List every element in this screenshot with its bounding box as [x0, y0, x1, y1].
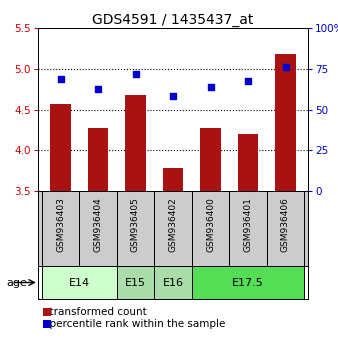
Text: E14: E14	[69, 278, 90, 287]
Bar	[238, 134, 258, 191]
Point	[170, 93, 176, 98]
FancyBboxPatch shape	[192, 191, 229, 266]
Title: GDS4591 / 1435437_at: GDS4591 / 1435437_at	[92, 13, 254, 27]
Text: age: age	[6, 278, 27, 287]
Text: GSM936402: GSM936402	[169, 197, 177, 252]
FancyBboxPatch shape	[117, 191, 154, 266]
FancyBboxPatch shape	[192, 266, 304, 299]
Text: GSM936405: GSM936405	[131, 197, 140, 252]
FancyBboxPatch shape	[42, 191, 79, 266]
Text: GSM936403: GSM936403	[56, 197, 65, 252]
Text: GSM936400: GSM936400	[206, 197, 215, 252]
FancyBboxPatch shape	[117, 266, 154, 299]
FancyBboxPatch shape	[229, 191, 267, 266]
Text: E15: E15	[125, 278, 146, 287]
Bar	[50, 104, 71, 191]
Point	[58, 76, 63, 81]
Text: E17.5: E17.5	[232, 278, 264, 287]
Text: GSM936401: GSM936401	[243, 197, 252, 252]
Bar	[125, 95, 146, 191]
FancyBboxPatch shape	[154, 191, 192, 266]
FancyBboxPatch shape	[79, 191, 117, 266]
Point	[245, 78, 251, 84]
Bar	[163, 168, 183, 191]
Text: GSM936406: GSM936406	[281, 197, 290, 252]
Bar	[200, 128, 221, 191]
Point	[283, 64, 288, 70]
FancyBboxPatch shape	[267, 191, 304, 266]
Text: transformed count: transformed count	[43, 307, 147, 317]
Text: GSM936404: GSM936404	[94, 197, 102, 252]
FancyBboxPatch shape	[42, 266, 117, 299]
Text: E16: E16	[163, 278, 184, 287]
Point	[133, 72, 138, 77]
FancyBboxPatch shape	[154, 266, 192, 299]
Point	[208, 85, 213, 90]
Bar	[275, 54, 296, 191]
Bar	[88, 128, 108, 191]
Point	[95, 86, 101, 92]
Text: percentile rank within the sample: percentile rank within the sample	[43, 319, 225, 329]
